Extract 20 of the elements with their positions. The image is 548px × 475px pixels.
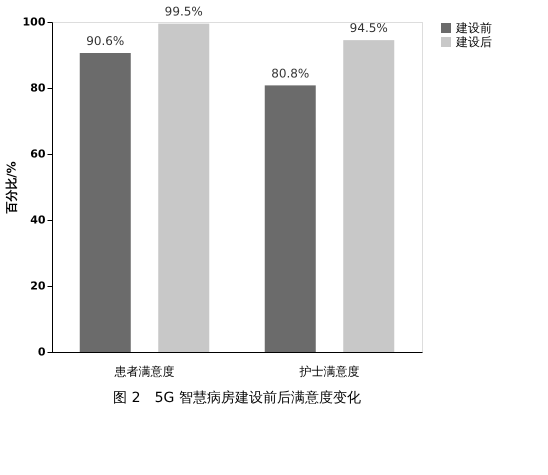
data-label: 99.5% [164, 4, 203, 19]
x-tick-label: 护士满意度 [298, 364, 360, 378]
legend-label: 建设后 [455, 35, 492, 49]
y-tick-label: 20 [30, 280, 46, 292]
bar [80, 53, 131, 352]
bar [343, 40, 394, 352]
bar [158, 24, 210, 352]
data-label: 80.8% [271, 66, 310, 80]
x-tick-label: 患者满意度 [114, 364, 174, 378]
y-tick-label: 60 [30, 148, 46, 160]
bar [264, 85, 316, 352]
y-tick-label: 40 [30, 214, 46, 226]
y-tick-label: 0 [38, 346, 46, 358]
text: 图 2 5G 智慧病房建设前后满意度变化 [113, 390, 361, 406]
legend-label: 建设前 [455, 21, 492, 35]
y-tick-label: 100 [22, 16, 46, 28]
y-tick-label: 80 [30, 82, 46, 94]
y-axis-title: 百分比/% [4, 161, 19, 215]
data-label: 90.6% [86, 34, 124, 48]
data-label: 94.5% [350, 21, 388, 36]
